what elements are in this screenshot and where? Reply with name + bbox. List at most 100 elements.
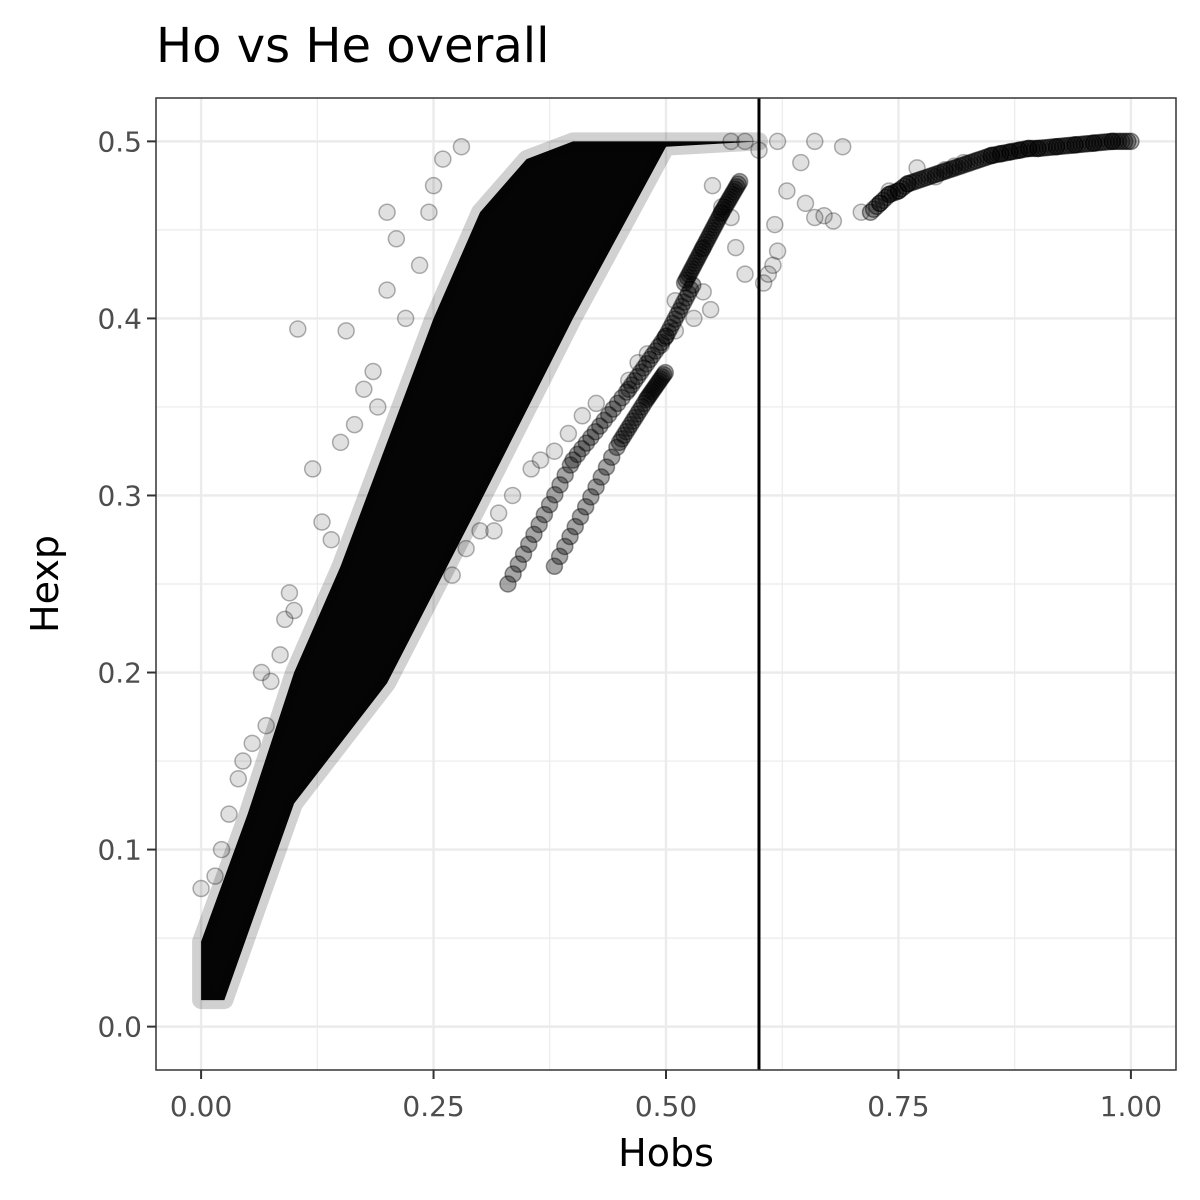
y-tick-label: 0.2 [97,657,142,690]
scatter-point [677,289,695,307]
scatter-point [615,426,633,445]
scatter-points [192,132,1140,898]
scatter-point [889,182,908,200]
scatter-point [871,194,889,213]
scatter-point [643,346,662,365]
scatter-point [322,530,341,549]
scatter-point [1026,139,1044,158]
scatter-point [701,224,720,243]
scatter-point [661,318,680,337]
scatter-point [634,359,653,377]
scatter-point [1053,137,1072,155]
scatter-point [1044,138,1063,156]
scatter-point [655,329,674,348]
scatter-point [666,310,684,328]
scatter-point [1038,138,1056,157]
scatter-point [686,254,704,272]
scatter-point [628,405,647,423]
scatter-point [706,216,724,234]
scatter-point [721,188,740,206]
scatter-point [443,566,461,584]
scatter-point [908,159,926,177]
scatter-point [1001,143,1019,161]
x-tick-label: 0.00 [170,1090,232,1123]
scatter-point [668,306,686,324]
scatter-point [630,401,649,420]
scatter-point [945,159,963,177]
scatter-point [778,182,796,200]
scatter-point [815,206,833,225]
scatter-point [675,293,693,311]
scatter-point [991,145,1010,163]
scatter-point [597,458,616,476]
scatter-point [234,752,252,770]
scatter-point [420,203,438,221]
scatter-point [874,191,892,210]
scatter-point [509,555,528,573]
scatter-point [954,153,973,172]
scatter-point [710,207,729,226]
scatter-point [892,179,911,198]
scatter-point [1075,135,1094,153]
scatter-point [434,150,452,168]
scatter-point [1035,139,1053,157]
scatter-point [806,132,824,151]
scatter-point [722,132,740,151]
scatter-point [1115,132,1134,151]
scatter-point [285,601,303,620]
scatter-point [556,466,574,484]
scatter-point [499,575,517,593]
scatter-point [646,378,664,397]
x-axis-title: Hobs [618,1131,714,1175]
scatter-point [939,161,957,179]
scatter-point [703,221,721,240]
scatter-point [653,368,672,386]
scatter-point [766,215,784,234]
scatter-point [522,460,540,478]
scatter-point [640,387,658,405]
scatter-point [899,175,917,193]
scatter-point [566,517,585,536]
scatter-point [489,504,508,522]
scatter-point [1010,141,1029,159]
scatter-point [960,154,979,172]
scatter-point [880,185,898,204]
scatter-point [899,175,917,193]
scatter-point [727,177,746,196]
scatter-point [624,412,642,430]
scatter-point [690,245,709,264]
x-tick-label: 0.50 [635,1090,697,1123]
scatter-point [471,522,489,540]
scatter-point [933,163,951,182]
scatter-point [672,297,691,316]
dense-point-cloud [192,132,768,1010]
scatter-point [681,262,700,281]
scatter-point [693,240,712,258]
scatter-point [991,145,1010,163]
scatter-point [973,149,991,168]
scatter-point [410,256,429,275]
scatter-point [1013,140,1032,159]
scatter-point [880,185,898,204]
scatter-point [833,137,852,156]
scatter-point [1029,139,1047,158]
scatter-point [657,327,675,345]
scatter-point [303,460,322,478]
scatter-point [525,525,543,544]
scatter-point [895,177,914,195]
scatter-point [582,488,600,506]
scatter-point [659,323,677,341]
scatter-point [692,243,710,261]
scatter-point [945,157,963,175]
scatter-point [713,203,731,221]
scatter-point [948,158,967,176]
scatter-point [229,770,248,788]
scatter-point [861,203,880,221]
scatter-point [378,281,396,299]
scatter-point [612,430,631,448]
scatter-point [926,165,945,184]
scatter-point [1078,134,1097,153]
scatter-point [626,408,644,427]
scatter-point [271,646,289,664]
scatter-point [1091,133,1109,152]
